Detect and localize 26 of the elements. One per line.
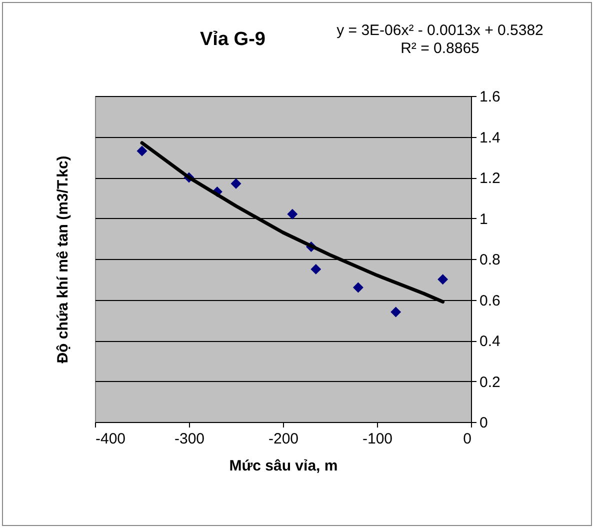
y-tick-label: 1.2 xyxy=(480,170,500,187)
y-tick-label: 1.4 xyxy=(480,129,500,146)
point xyxy=(136,146,148,156)
chart-title: Vỉa G-9 xyxy=(200,29,266,50)
point xyxy=(287,208,298,220)
y-tick-label: 1 xyxy=(480,210,488,228)
x-tick-label: -400 xyxy=(96,430,126,448)
x-axis-title: Mức sâu vỉa, m xyxy=(229,458,338,474)
x-tick-label: 0 xyxy=(463,430,472,448)
point xyxy=(438,274,448,285)
text: R² = 0.8865 xyxy=(400,40,480,58)
y-tick-label: 0.4 xyxy=(480,333,500,350)
point xyxy=(310,264,322,274)
y-tick-label: 0.8 xyxy=(480,252,500,268)
y-tick-label: 1.6 xyxy=(480,88,500,106)
point xyxy=(352,282,364,293)
y-tick-label: 0.6 xyxy=(480,292,500,310)
x-tick-label: -300 xyxy=(174,430,205,448)
point xyxy=(390,306,402,318)
y-tick-label: 0 xyxy=(480,414,488,432)
x-tick-label: -200 xyxy=(268,430,299,448)
y-axis-title: Độ chứa khí mê tan (m3/T.kc) xyxy=(54,156,72,364)
y-tick-label: 0.2 xyxy=(480,374,500,391)
x-tick-label: -100 xyxy=(362,430,393,448)
point xyxy=(230,178,242,189)
text: y = 3E-06x² - 0.0013x + 0.5382 xyxy=(336,22,544,40)
